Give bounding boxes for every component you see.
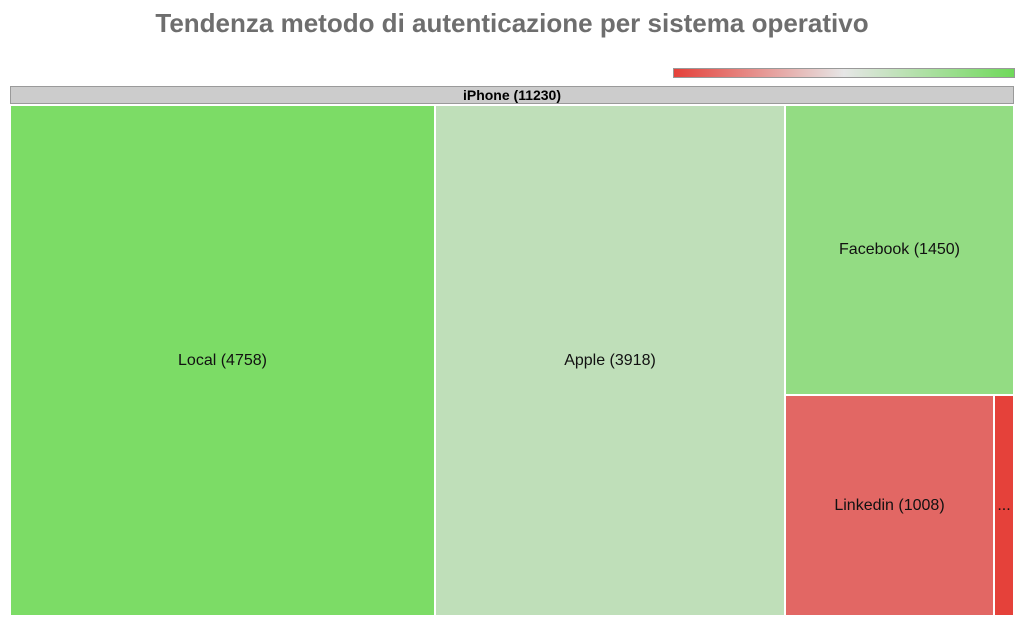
color-scale-bar xyxy=(673,68,1015,78)
treemap-cell-other[interactable]: ... xyxy=(994,395,1014,616)
treemap-cell-label: Facebook (1450) xyxy=(839,241,960,258)
treemap-cell-label: ... xyxy=(997,496,1011,514)
chart-title: Tendenza metodo di autenticazione per si… xyxy=(155,8,869,38)
treemap-cell-label: Linkedin (1008) xyxy=(834,496,945,514)
treemap-cell-label: Local (4758) xyxy=(178,351,267,369)
treemap-root-header[interactable]: iPhone (11230) xyxy=(10,86,1014,104)
treemap-cell-local[interactable]: Local (4758) xyxy=(10,105,435,616)
treemap-cell-apple[interactable]: Apple (3918) xyxy=(435,105,785,616)
treemap-cell-linkedin[interactable]: Linkedin (1008) xyxy=(785,395,994,616)
treemap-cell-facebook[interactable]: Facebook (1450) xyxy=(785,105,1014,395)
treemap-cell-label: Apple (3918) xyxy=(564,351,656,369)
